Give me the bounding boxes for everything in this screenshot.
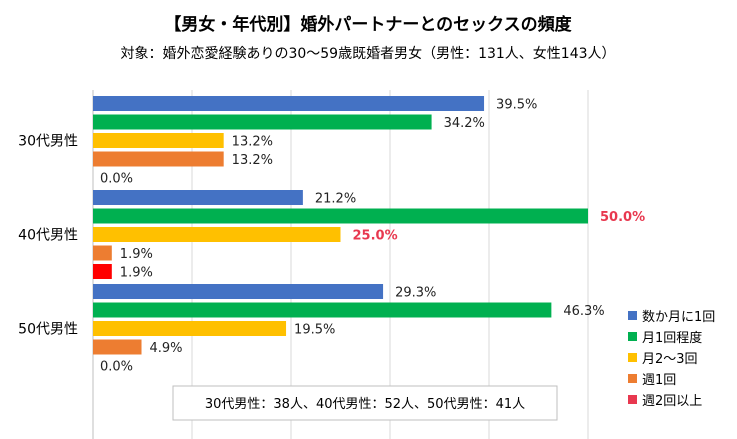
bars: [93, 96, 588, 355]
data-label: 13.2%: [232, 153, 273, 168]
data-label: 1.9%: [120, 247, 153, 262]
gridlines: [92, 90, 589, 439]
data-label: 29.3%: [395, 286, 436, 301]
bar: [93, 114, 432, 130]
category-label: 40代男性: [18, 228, 78, 244]
data-label: 21.2%: [315, 192, 356, 207]
legend-label: 月2～3回: [642, 352, 698, 367]
note-text: 30代男性：38人、40代男性：52人、50代男性：41人: [205, 397, 525, 412]
note-box: [172, 385, 558, 421]
legend-label: 数か月に1回: [642, 310, 715, 325]
legend-swatch: [628, 374, 637, 383]
data-label: 34.2%: [444, 116, 485, 131]
data-label: 39.5%: [496, 98, 537, 113]
legend-label: 週2回以上: [642, 394, 702, 409]
sample-size-note: 30代男性：38人、40代男性：52人、50代男性：41人: [172, 385, 558, 421]
data-label: 13.2%: [232, 135, 273, 150]
bar: [93, 264, 112, 279]
data-label: 0.0%: [100, 172, 133, 187]
category-label: 50代男性: [18, 322, 78, 338]
bar: [93, 151, 224, 167]
chart-subtitle: 対象：婚外恋愛経験ありの30～59歳既婚者男女（男性：131人、女性143人）: [120, 45, 615, 62]
data-label: 46.3%: [563, 304, 604, 319]
legend-label: 月1回程度: [642, 330, 702, 346]
legend-swatch: [628, 332, 637, 341]
data-label: 50.0%: [600, 210, 645, 225]
category-labels: 30代男性 40代男性 50代男性: [18, 134, 78, 338]
legend-swatch: [628, 353, 637, 362]
bar: [93, 208, 588, 224]
legend-swatch: [628, 311, 637, 320]
data-label: 1.9%: [120, 266, 153, 281]
data-label: 19.5%: [294, 323, 335, 338]
data-label: 0.0%: [100, 360, 133, 375]
bar: [93, 190, 303, 205]
bar: [93, 227, 341, 242]
legend-swatch: [628, 395, 637, 404]
data-label: 4.9%: [150, 341, 183, 356]
bar: [93, 96, 485, 111]
bar: [93, 321, 287, 336]
category-label: 30代男性: [18, 134, 78, 150]
data-label: 25.0%: [353, 229, 398, 244]
bar: [93, 302, 552, 318]
legend-label: 週1回: [642, 373, 676, 388]
bar: [93, 339, 142, 355]
data-labels: 39.5% 21.2% 29.3% 34.2% 50.0% 46.3% 13.2% 25.0%…: [100, 98, 645, 375]
bar: [93, 284, 384, 299]
bar: [93, 133, 224, 148]
chart-title: 【男女・年代別】婚外パートナーとのセックスの頻度: [164, 14, 572, 35]
bar: [93, 245, 112, 261]
